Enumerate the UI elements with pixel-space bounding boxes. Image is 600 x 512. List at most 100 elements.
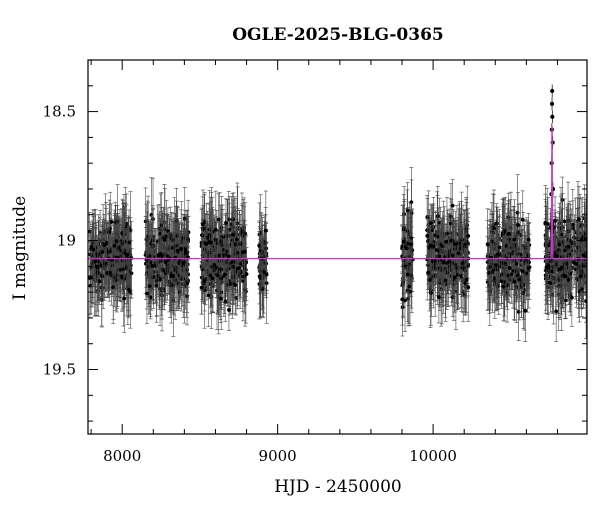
data-point [429, 221, 433, 226]
data-point [430, 228, 435, 233]
data-point [172, 268, 177, 272]
data-point [434, 248, 439, 252]
data-point [109, 220, 114, 224]
data-point [463, 281, 468, 286]
data-point [242, 249, 247, 254]
data-point [147, 284, 152, 288]
data-point [204, 242, 209, 247]
data-point [425, 233, 430, 238]
data-point [462, 242, 467, 247]
data-point [213, 227, 218, 232]
data-point [216, 217, 221, 222]
data-point [158, 277, 162, 282]
data-point [263, 228, 268, 233]
data-point [460, 261, 465, 266]
data-point [148, 295, 153, 300]
data-point [445, 231, 449, 236]
data-point [401, 239, 406, 244]
data-point [100, 250, 105, 255]
data-point [466, 285, 471, 290]
data-point [404, 246, 409, 251]
data-point [226, 254, 231, 259]
data-point [163, 271, 168, 276]
data-point [202, 278, 207, 283]
data-point [156, 253, 161, 258]
data-point [122, 296, 127, 301]
data-point [428, 244, 433, 248]
data-point [145, 291, 149, 296]
data-point [258, 248, 263, 253]
data-point [210, 276, 215, 281]
data-point [95, 265, 100, 269]
data-point [466, 234, 471, 238]
data-point [400, 305, 405, 310]
data-point [121, 267, 126, 272]
data-point [405, 241, 410, 246]
data-point [164, 234, 169, 239]
data-point [150, 264, 155, 268]
points-layer [88, 166, 587, 343]
data-point [229, 222, 234, 227]
data-point [407, 262, 412, 267]
data-point [219, 296, 223, 301]
data-point [215, 273, 220, 278]
data-point [185, 251, 190, 256]
data-point [445, 260, 450, 265]
data-point [441, 260, 446, 265]
data-point [171, 245, 175, 250]
data-point [199, 285, 204, 290]
data-point [230, 260, 234, 264]
data-point [257, 243, 262, 248]
data-point [450, 253, 455, 258]
data-point [405, 229, 410, 233]
data-point [450, 261, 455, 265]
data-point [405, 208, 410, 213]
data-point [154, 263, 158, 268]
data-point [223, 272, 227, 277]
data-point [102, 243, 107, 248]
data-point [435, 214, 440, 219]
data-point [405, 272, 410, 277]
data-point [515, 210, 520, 215]
data-point [520, 217, 525, 222]
data-point [223, 299, 228, 304]
data-point [401, 280, 405, 285]
data-point [214, 265, 219, 270]
data-point [149, 241, 153, 246]
data-point [159, 223, 164, 228]
data-point [210, 248, 214, 252]
data-point [127, 240, 132, 245]
data-point [111, 285, 116, 290]
data-point [103, 261, 107, 266]
data-point [264, 272, 269, 277]
data-point [117, 245, 121, 250]
data-point [122, 251, 127, 255]
data-point [104, 271, 109, 275]
data-point [200, 222, 205, 227]
data-point [89, 245, 94, 249]
data-point [154, 283, 159, 288]
data-point [437, 254, 442, 259]
data-point [223, 234, 228, 239]
data-point [435, 234, 440, 239]
data-point [431, 244, 436, 249]
data-point [456, 251, 461, 256]
data-point [238, 271, 243, 275]
data-point [107, 230, 112, 235]
data-point [171, 274, 176, 278]
data-point [264, 246, 269, 251]
data-point [202, 288, 207, 293]
data-point [91, 247, 96, 252]
data-point [400, 297, 405, 302]
data-point [464, 277, 469, 282]
data-point [217, 253, 222, 258]
data-point [409, 200, 414, 205]
data-point [452, 275, 457, 280]
data-point [185, 281, 190, 286]
data-point [243, 231, 247, 236]
data-point [200, 233, 204, 238]
data-point [181, 261, 186, 266]
data-point [428, 277, 433, 282]
data-point [206, 293, 211, 298]
data-point [257, 274, 262, 279]
